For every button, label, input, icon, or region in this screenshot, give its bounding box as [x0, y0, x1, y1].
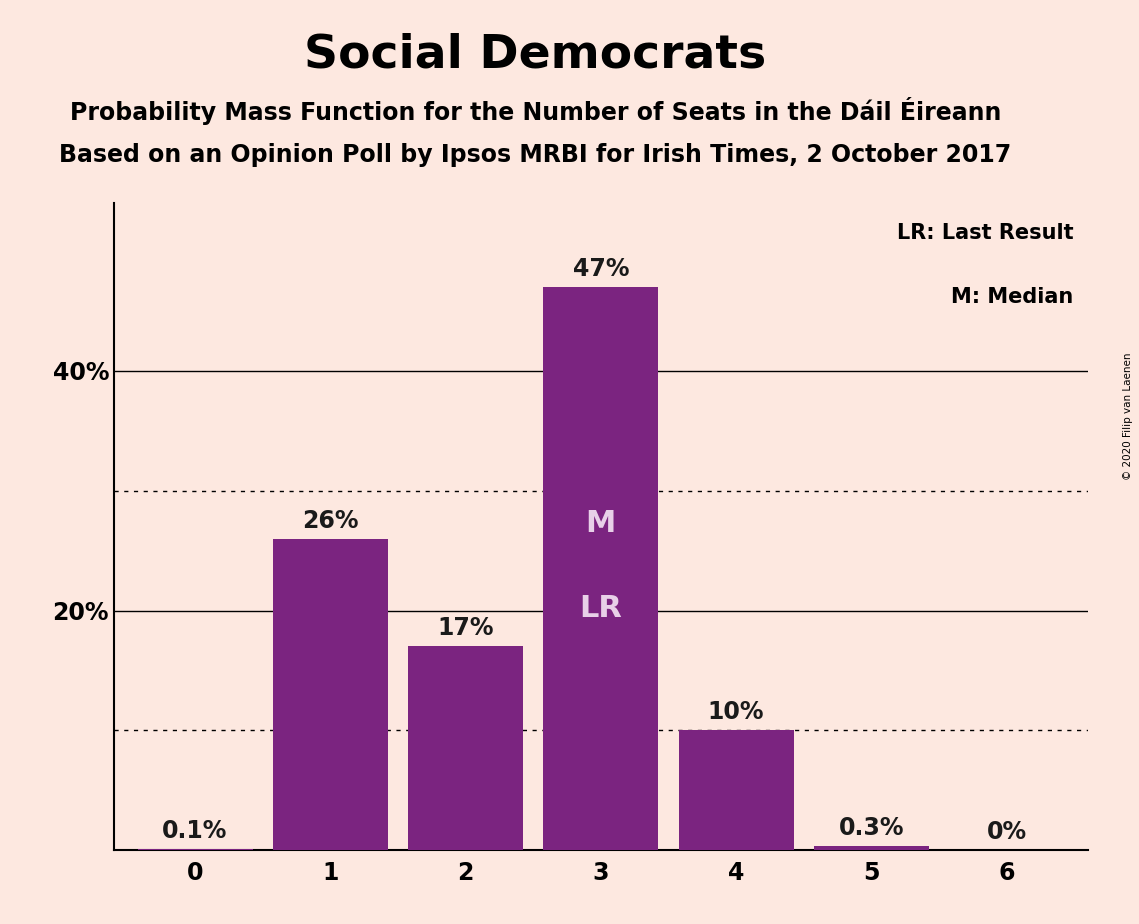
Bar — [408, 647, 523, 850]
Text: Social Democrats: Social Democrats — [304, 32, 767, 78]
Text: LR: LR — [580, 593, 622, 623]
Text: M: M — [585, 509, 616, 538]
Bar — [814, 846, 928, 850]
Text: © 2020 Filip van Laenen: © 2020 Filip van Laenen — [1123, 352, 1133, 480]
Text: M: Median: M: Median — [951, 287, 1073, 308]
Text: Probability Mass Function for the Number of Seats in the Dáil Éireann: Probability Mass Function for the Number… — [69, 97, 1001, 125]
Text: 0.3%: 0.3% — [838, 817, 904, 841]
Bar — [273, 539, 387, 850]
Bar — [138, 849, 253, 850]
Text: 0%: 0% — [986, 821, 1026, 845]
Text: 47%: 47% — [573, 257, 629, 281]
Text: 0.1%: 0.1% — [163, 819, 228, 843]
Bar — [679, 730, 794, 850]
Bar — [543, 287, 658, 850]
Text: 26%: 26% — [302, 509, 359, 532]
Text: 17%: 17% — [437, 616, 494, 640]
Text: 10%: 10% — [707, 700, 764, 724]
Text: LR: Last Result: LR: Last Result — [896, 223, 1073, 243]
Text: Based on an Opinion Poll by Ipsos MRBI for Irish Times, 2 October 2017: Based on an Opinion Poll by Ipsos MRBI f… — [59, 143, 1011, 167]
